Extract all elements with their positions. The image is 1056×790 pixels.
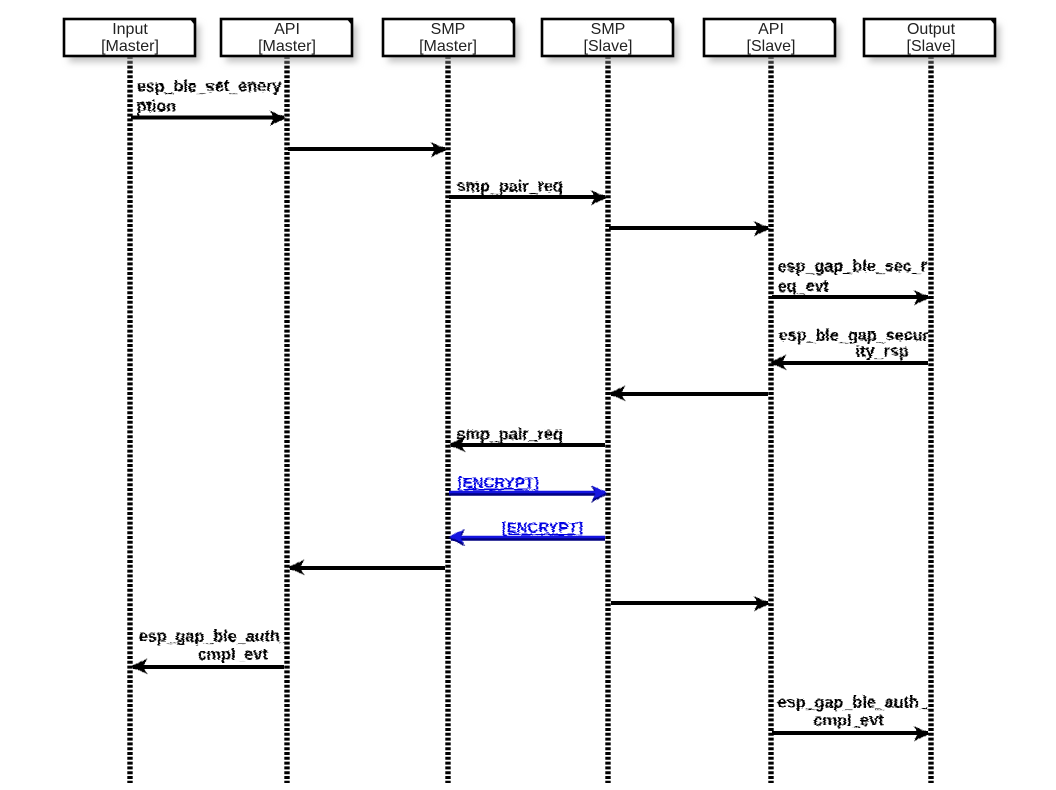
svg-text:esp_gap_ble_auth_: esp_gap_ble_auth_ — [138, 627, 289, 645]
svg-text:smp_pair_req: smp_pair_req — [456, 177, 562, 195]
svg-text:smp_pair_req: smp_pair_req — [456, 425, 562, 443]
svg-text:cmpl_evt: cmpl_evt — [813, 711, 884, 729]
svg-text:esp_ble_set_enery: esp_ble_set_enery — [136, 77, 281, 95]
svg-text:ity_rsp: ity_rsp — [855, 342, 908, 360]
svg-text:[Master]: [Master] — [419, 38, 477, 55]
svg-text:[Master]: [Master] — [101, 38, 159, 55]
svg-text:[Slave]: [Slave] — [907, 38, 956, 55]
svg-text:esp_gap_ble_sec_r: esp_gap_ble_sec_r — [777, 257, 927, 275]
svg-text:[Slave]: [Slave] — [747, 38, 796, 55]
svg-text:Output: Output — [907, 21, 956, 38]
svg-text:API: API — [758, 21, 784, 38]
svg-text:[Slave]: [Slave] — [584, 38, 633, 55]
svg-text:[ENCRYPT]: [ENCRYPT] — [457, 474, 538, 491]
svg-text:esp_gap_ble_auth_: esp_gap_ble_auth_ — [777, 693, 928, 711]
svg-text:eq_evt: eq_evt — [777, 277, 829, 295]
svg-text:[ENCRYPT]: [ENCRYPT] — [501, 519, 582, 536]
svg-text:ption: ption — [136, 97, 176, 115]
svg-text:API: API — [274, 21, 300, 38]
svg-text:SMP: SMP — [591, 21, 626, 38]
svg-text:SMP: SMP — [431, 21, 466, 38]
svg-text:[Master]: [Master] — [258, 38, 316, 55]
svg-text:Input: Input — [112, 21, 148, 38]
svg-text:cmpl_evt: cmpl_evt — [197, 645, 268, 663]
